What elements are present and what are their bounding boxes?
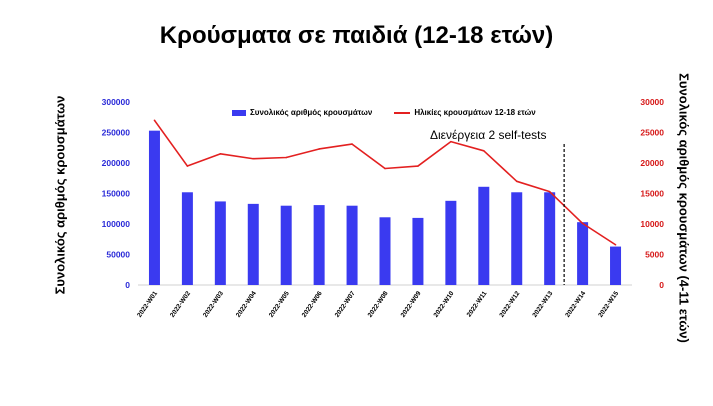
line-point-2022-W15 (614, 243, 617, 246)
line-point-2022-W08 (384, 167, 386, 170)
x-tick-label: 2022-W13 (531, 290, 554, 319)
left-axis-tick-label: 300000 (102, 97, 131, 107)
x-tick-label: 2022-W07 (334, 290, 357, 319)
line-point-2022-W01 (153, 119, 156, 122)
x-tick-label: 2022-W03 (202, 290, 225, 319)
line-point-2022-W04 (252, 157, 255, 160)
x-tick-label: 2022-W06 (301, 290, 324, 319)
right-axis-tick-label: 5000 (645, 250, 664, 260)
line-point-2022-W02 (186, 165, 189, 167)
bar-2022-W05 (280, 205, 292, 285)
right-axis-tick-label: 20000 (640, 158, 664, 168)
bar-2022-W03 (214, 201, 226, 285)
left-axis-tick-label: 50000 (106, 250, 130, 260)
bar-2022-W10 (445, 200, 457, 285)
legend-bar-swatch (232, 109, 246, 116)
line-point-2022-W09 (417, 165, 419, 167)
line-point-2022-W12 (515, 180, 518, 183)
self-tests-annotation: Διενέργεια 2 self-tests (430, 128, 547, 142)
bar-2022-W12 (511, 192, 523, 285)
bar-2022-W09 (412, 217, 424, 285)
x-tick-label: 2022-W08 (367, 290, 390, 319)
x-tick-label: 2022-W04 (235, 290, 258, 319)
x-tick-label: 2022-W09 (400, 290, 423, 319)
bar-2022-W11 (478, 186, 490, 285)
line-point-2022-W05 (285, 156, 288, 159)
left-axis-tick-label: 0 (125, 280, 130, 290)
legend-line-swatch (394, 111, 411, 114)
left-axis-tick-label: 200000 (102, 158, 131, 168)
x-tick-label: 2022-W11 (466, 290, 489, 319)
right-axis-tick-label: 30000 (640, 97, 664, 107)
bar-2022-W04 (247, 203, 259, 285)
right-axis-tick-label: 10000 (640, 219, 664, 229)
left-axis-tick-label: 150000 (102, 189, 131, 199)
line-point-2022-W11 (483, 150, 485, 152)
bar-2022-W13 (544, 192, 556, 285)
bar-2022-W02 (181, 192, 193, 285)
left-axis-tick-label: 100000 (102, 219, 131, 229)
line-point-2022-W14 (581, 222, 584, 225)
x-tick-label: 2022-W10 (433, 290, 456, 319)
bar-2022-W08 (379, 217, 391, 285)
x-tick-label: 2022-W05 (268, 290, 291, 319)
line-point-2022-W13 (548, 190, 551, 193)
legend-bar-label: Συνολικός αριθμός κρουσμάτων (250, 108, 373, 117)
left-axis-label: Συνολικός αριθμός κρουσμάτων (52, 95, 68, 295)
bar-2022-W01 (148, 130, 160, 285)
right-axis-label: Συνολικός αριθμός κρουσμάτων (4-11 ετών) (676, 73, 692, 343)
bar-2022-W06 (313, 205, 325, 285)
line-point-2022-W07 (351, 143, 353, 145)
x-tick-label: 2022-W02 (169, 290, 192, 319)
line-point-2022-W03 (219, 153, 222, 155)
x-tick-label: 2022-W12 (498, 290, 521, 319)
left-axis-tick-label: 250000 (102, 128, 131, 138)
right-axis-tick-label: 25000 (640, 128, 664, 138)
right-axis-tick-label: 15000 (640, 189, 664, 199)
bar-2022-W07 (346, 205, 358, 285)
right-axis-tick-label: 0 (659, 280, 664, 290)
legend-item-bars: Συνολικός αριθμός κρουσμάτων (232, 108, 372, 117)
legend: Συνολικός αριθμός κρουσμάτων Ηλικίες κρο… (232, 108, 536, 117)
x-tick-label: 2022-W14 (564, 290, 587, 319)
bar-2022-W15 (610, 246, 622, 285)
legend-line-label: Ηλικίες κρουσμάτων 12-18 ετών (414, 108, 536, 117)
bar-2022-W14 (577, 222, 589, 285)
line-point-2022-W10 (450, 140, 452, 143)
chart-title: Κρούσματα σε παιδιά (12-18 ετών) (159, 22, 554, 49)
x-tick-label: 2022-W01 (136, 290, 159, 319)
line-point-2022-W06 (318, 148, 320, 150)
legend-item-line: Ηλικίες κρουσμάτων 12-18 ετών (394, 108, 536, 117)
x-tick-label: 2022-W15 (597, 290, 620, 319)
